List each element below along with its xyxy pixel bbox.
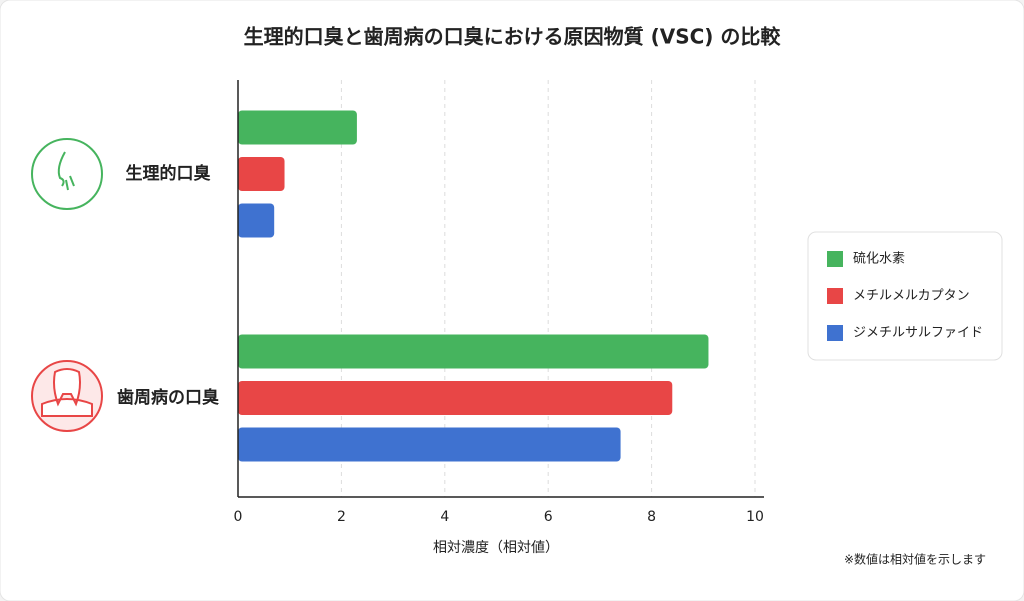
- bar: [238, 427, 621, 462]
- x-tick-label: 0: [234, 509, 243, 525]
- x-tick-label: 10: [746, 509, 764, 525]
- legend-swatch: [827, 251, 843, 267]
- bar: [238, 334, 709, 369]
- bar: [238, 157, 285, 191]
- bar: [238, 381, 673, 415]
- icon-tooth-glyph: [41, 368, 93, 417]
- footnote: ※数値は相対値を示します: [844, 552, 986, 567]
- plot: 0 2 4 6 8 10: [234, 80, 764, 525]
- x-tick-label: 6: [544, 509, 553, 525]
- legend-label: メチルメルカプタン: [853, 289, 970, 304]
- x-tick-label: 4: [440, 509, 449, 525]
- legend-label: 硫化水素: [853, 252, 905, 267]
- bar: [238, 203, 275, 238]
- legend: [807, 231, 1003, 361]
- bar: [238, 110, 357, 145]
- legend-swatch: [827, 288, 843, 304]
- chart-title: 生理的口臭と歯周病の口臭における原因物質 (VSC) の比較: [244, 25, 782, 49]
- x-tick-label: 8: [647, 509, 656, 525]
- icon-mouth: [31, 138, 103, 210]
- x-tick-label: 2: [337, 509, 346, 525]
- legend-label: ジメチルサルファイド: [853, 326, 983, 341]
- legend-swatch: [827, 325, 843, 341]
- y-tick-label: 生理的口臭: [126, 163, 211, 184]
- icon-mouth-glyph: [57, 151, 75, 191]
- x-axis-label: 相対濃度（相対値）: [433, 540, 559, 556]
- y-tick-label: 歯周病の口臭: [117, 387, 219, 408]
